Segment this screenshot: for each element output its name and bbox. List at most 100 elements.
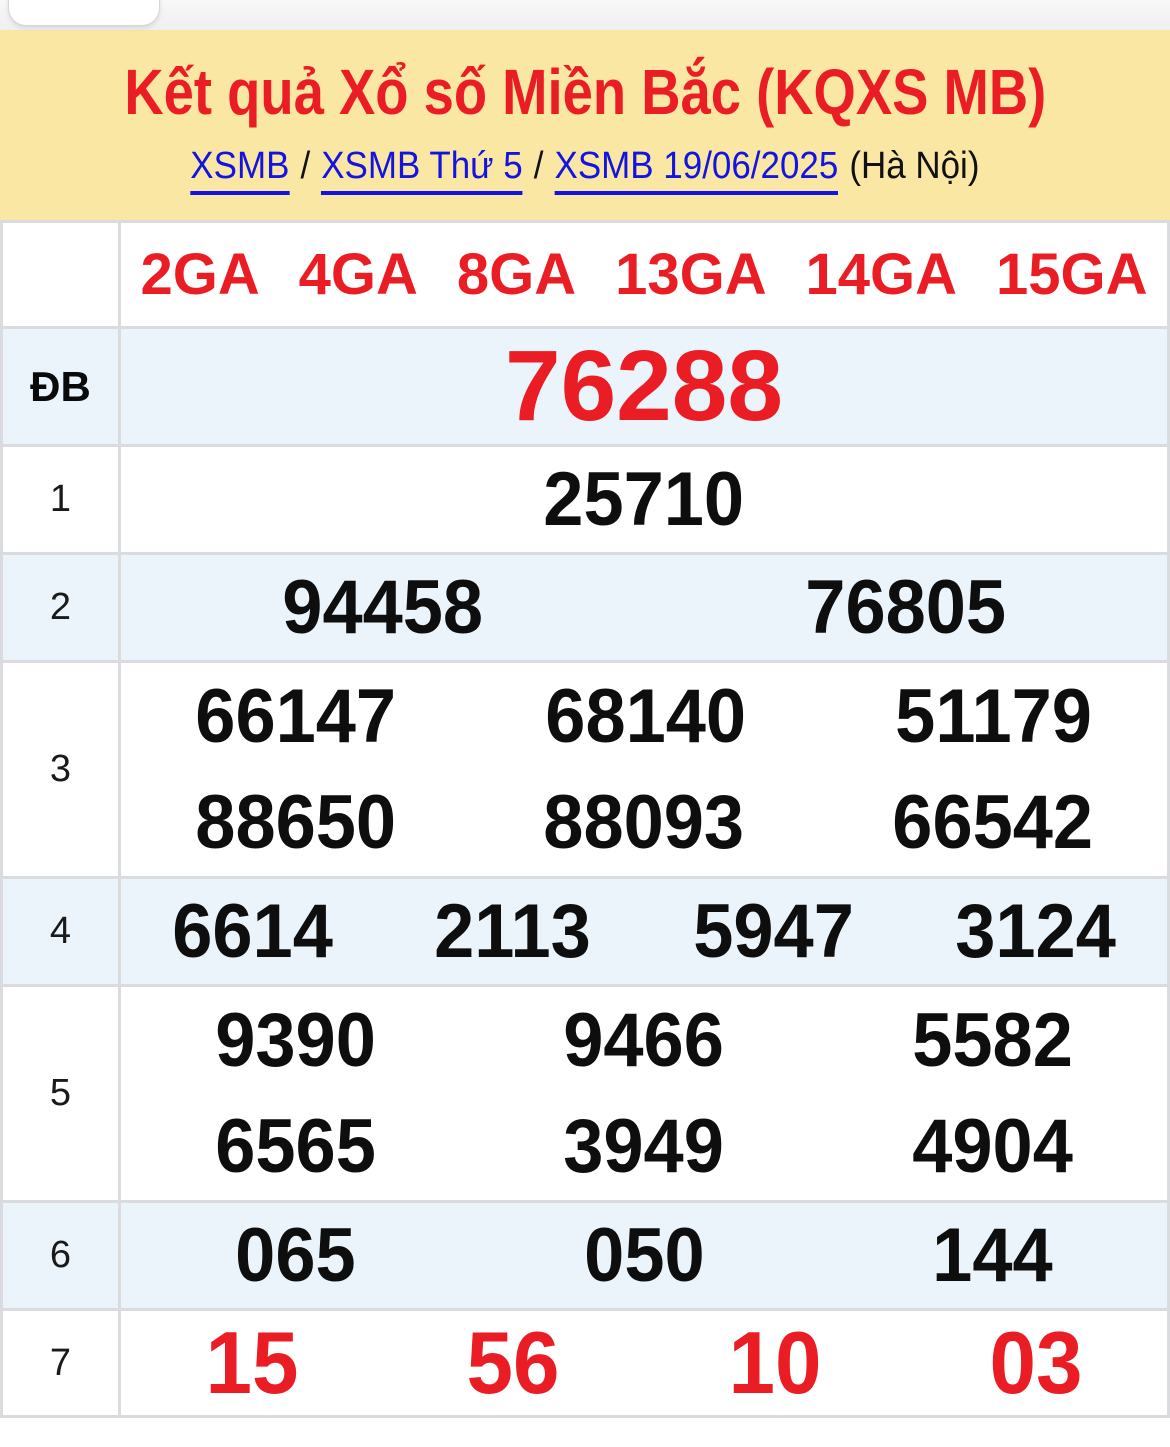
ga-label: 15GA	[995, 242, 1148, 307]
prize-number: 144	[932, 1213, 1053, 1298]
ga-label-line: 2GA 4GA 8GA 13GA 14GA 15GA	[121, 241, 1167, 308]
prize-numbers-cell: 66147 68140 51179 88650 88093 66542	[118, 660, 1170, 879]
prize-number-stack: 94458 76805	[121, 555, 1167, 660]
prize-number-stack: 25710	[121, 447, 1167, 552]
prize-row: 2 94458 76805	[0, 552, 1170, 663]
prize-number-line: 6614 2113 5947 3124	[121, 879, 1167, 984]
prize-label: ĐB	[30, 362, 91, 410]
prize-numbers-cell: 94458 76805	[118, 552, 1170, 663]
prize-number-line: 9390 9466 5582	[121, 987, 1167, 1094]
ga-label: 2GA	[140, 242, 260, 307]
prize-number-line: 94458 76805	[121, 555, 1167, 660]
prize-label-cell: 4	[0, 876, 121, 987]
results-table: 2GA 4GA 8GA 13GA 14GA 15GA ĐB 76288 1 25710 2 94458…	[0, 220, 1170, 1418]
prize-number: 66147	[195, 673, 397, 759]
prize-numbers-cell: 065 050 144	[118, 1200, 1170, 1311]
prize-number-line: 065 050 144	[121, 1203, 1167, 1308]
prize-label-cell: 7	[0, 1308, 121, 1418]
prize-number: 25710	[543, 457, 745, 542]
prize-number-stack: 9390 9466 5582 6565 3949 4904	[121, 987, 1167, 1200]
prize-number: 5582	[912, 997, 1073, 1083]
prize-number: 4904	[912, 1104, 1073, 1190]
breadcrumb: XSMB / XSMB Thứ 5 / XSMB 19/06/2025 (Hà …	[190, 145, 980, 195]
breadcrumb-separator: /	[533, 145, 544, 187]
prize-number-stack: 065 050 144	[121, 1203, 1167, 1308]
prize-number: 56	[466, 1313, 560, 1412]
breadcrumb-link-xsmb-date[interactable]: XSMB 19/06/2025	[554, 145, 839, 195]
prize-label-cell: 3	[0, 660, 121, 879]
ga-header-empty-cell	[0, 220, 121, 329]
prize-number: 065	[235, 1213, 356, 1298]
prize-number-line: 76288	[121, 329, 1167, 444]
breadcrumb-separator: /	[300, 145, 311, 187]
prize-number: 51179	[895, 673, 1093, 759]
prize-number: 15	[205, 1313, 299, 1412]
breadcrumb-link-xsmb-thu5[interactable]: XSMB Thứ 5	[321, 145, 523, 195]
prize-numbers-cell: 6614 2113 5947 3124	[118, 876, 1170, 987]
prize-number-line: 66147 68140 51179	[121, 663, 1167, 770]
prize-number: 5947	[692, 889, 854, 974]
prize-label-cell: 1	[0, 444, 121, 555]
prize-label: 3	[49, 748, 72, 790]
prize-number: 9390	[215, 997, 376, 1083]
prize-number-stack: 66147 68140 51179 88650 88093 66542	[121, 663, 1167, 876]
prize-numbers-cell: 76288	[118, 326, 1170, 447]
prize-number: 88093	[543, 780, 745, 866]
prize-label-cell: ĐB	[0, 326, 121, 447]
breadcrumb-link-xsmb[interactable]: XSMB	[190, 145, 290, 195]
prize-number: 9466	[563, 997, 725, 1083]
ga-label: 14GA	[805, 242, 958, 307]
top-tab[interactable]	[8, 0, 160, 26]
breadcrumb-region: (Hà Nội)	[849, 145, 980, 187]
ga-label: 4GA	[298, 242, 418, 307]
prize-number: 76288	[504, 330, 784, 442]
prize-row: 5 9390 9466 5582 6565 3949 4904	[0, 984, 1170, 1203]
ga-label: 8GA	[456, 242, 577, 307]
prize-number: 03	[989, 1313, 1083, 1412]
prize-row: 4 6614 2113 5947 3124	[0, 876, 1170, 987]
prize-number-line: 88650 88093 66542	[121, 770, 1167, 877]
prize-numbers-cell: 15 56 10 03	[118, 1308, 1170, 1418]
prize-row: 1 25710	[0, 444, 1170, 555]
prize-number: 66542	[892, 780, 1094, 866]
prize-number-line: 6565 3949 4904	[121, 1094, 1167, 1201]
prize-label: 7	[49, 1341, 72, 1384]
prize-number: 6614	[171, 889, 333, 974]
prize-number: 10	[728, 1313, 822, 1412]
prize-number: 050	[583, 1213, 705, 1298]
prize-label-cell: 2	[0, 552, 121, 663]
prize-label: 1	[49, 478, 72, 520]
prize-number-stack: 6614 2113 5947 3124	[121, 879, 1167, 984]
ga-header-row: 2GA 4GA 8GA 13GA 14GA 15GA	[0, 220, 1170, 329]
prize-number: 3949	[563, 1104, 725, 1190]
top-bar	[0, 0, 1170, 30]
prize-label: 5	[49, 1072, 72, 1114]
prize-label: 2	[49, 586, 72, 628]
prize-number: 68140	[545, 673, 747, 759]
prize-number-line: 25710	[121, 447, 1167, 552]
ga-header-cell: 2GA 4GA 8GA 13GA 14GA 15GA	[118, 220, 1170, 329]
results-header: Kết quả Xổ số Miền Bắc (KQXS MB) XSMB / …	[0, 30, 1170, 220]
prize-number: 88650	[194, 780, 396, 866]
prize-row: 7 15 56 10 03	[0, 1308, 1170, 1418]
prize-label: 4	[49, 910, 72, 952]
prize-number: 2113	[434, 889, 592, 974]
prize-row: 3 66147 68140 51179 88650 88093 66542	[0, 660, 1170, 879]
prize-number-stack: 76288	[121, 329, 1167, 444]
prize-number: 94458	[282, 565, 483, 650]
prize-label: 6	[49, 1234, 72, 1276]
prize-number: 3124	[955, 889, 1117, 974]
prize-numbers-cell: 9390 9466 5582 6565 3949 4904	[118, 984, 1170, 1203]
ga-label: 13GA	[615, 242, 767, 307]
results-table-body: 2GA 4GA 8GA 13GA 14GA 15GA ĐB 76288 1 25710 2 94458…	[0, 220, 1170, 1418]
prize-number: 76805	[805, 565, 1006, 650]
prize-label-cell: 6	[0, 1200, 121, 1311]
prize-number-line: 15 56 10 03	[121, 1311, 1167, 1415]
prize-row: ĐB 76288	[0, 326, 1170, 447]
prize-label-cell: 5	[0, 984, 121, 1203]
prize-numbers-cell: 25710	[118, 444, 1170, 555]
prize-number-stack: 15 56 10 03	[121, 1311, 1167, 1415]
prize-row: 6 065 050 144	[0, 1200, 1170, 1311]
prize-number: 6565	[215, 1104, 376, 1190]
page-title: Kết quả Xổ số Miền Bắc (KQXS MB)	[124, 56, 1046, 128]
